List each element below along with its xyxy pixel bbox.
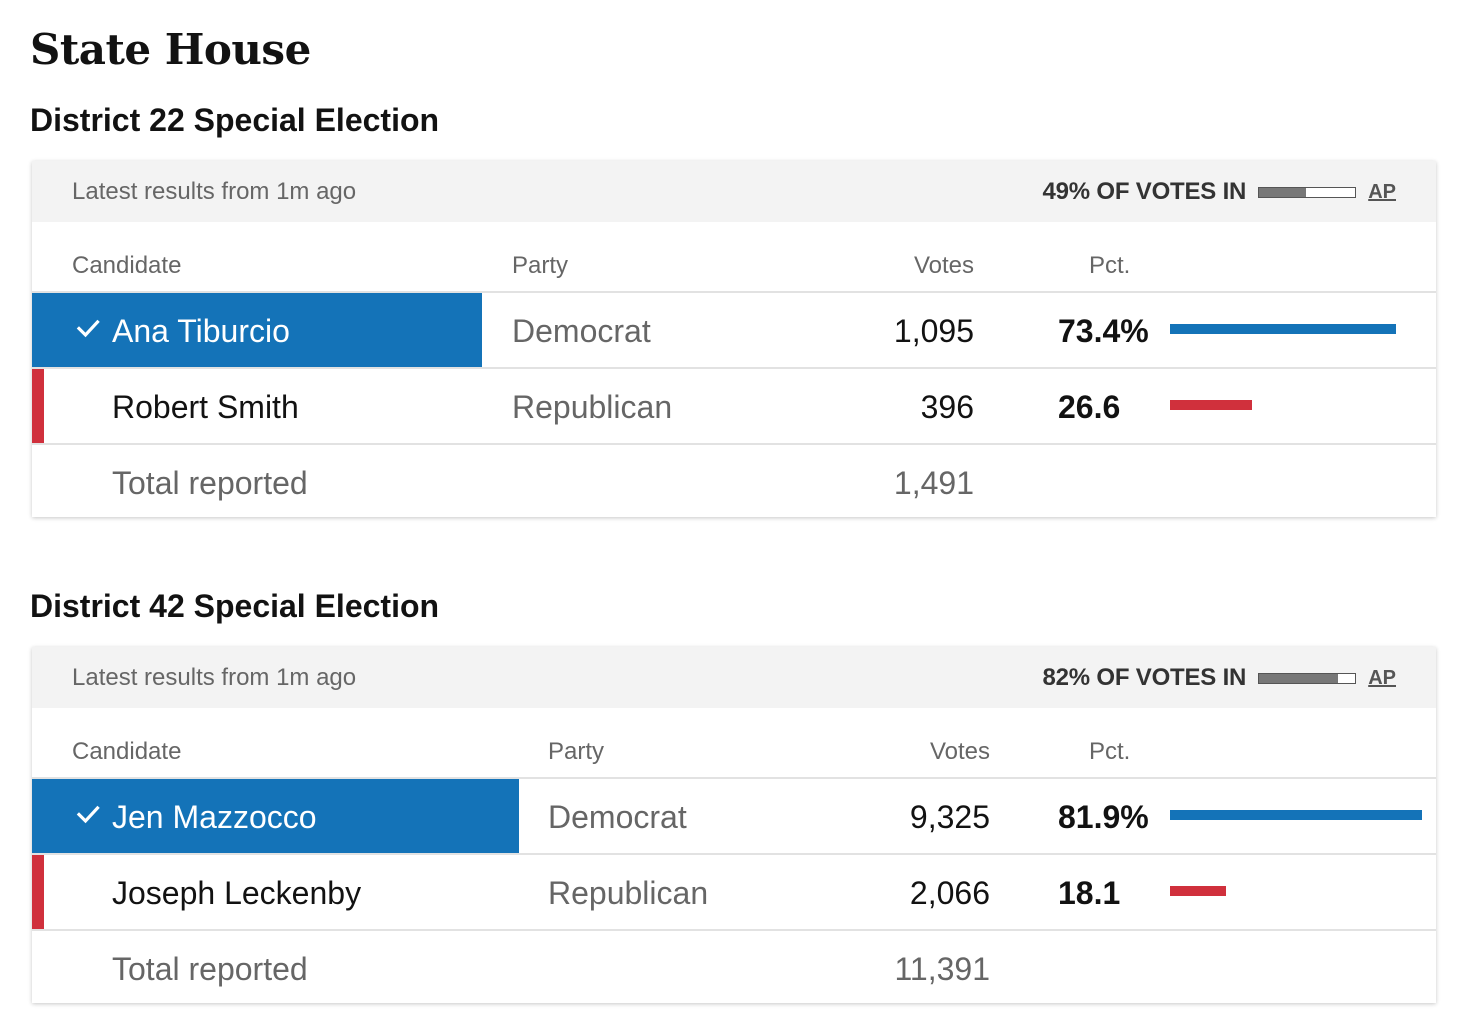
column-header-candidate: Candidate: [72, 252, 182, 279]
candidate-name: Ana Tiburcio: [112, 313, 290, 349]
candidate-votes: 9,325: [909, 799, 990, 835]
winner-highlight: Jen Mazzocco: [32, 779, 519, 853]
race-heading: District 42 Special Election: [30, 588, 440, 624]
column-header-party: Party: [548, 738, 605, 765]
candidate-votes: 2,066: [909, 875, 990, 911]
candidate-row: Jen Mazzocco Democrat 9,325 81.9%: [32, 777, 1436, 855]
reporting-progress-fill: [1259, 673, 1338, 683]
candidate-party: Democrat: [512, 313, 651, 349]
vote-share-bar: [1170, 324, 1396, 334]
race-heading: District 22 Special Election: [30, 102, 440, 138]
column-header-party: Party: [512, 252, 569, 279]
column-header-pct: Pct.: [1089, 738, 1131, 765]
total-label: Total reported: [112, 465, 308, 501]
candidate-row: Ana Tiburcio Democrat 1,095 73.4%: [32, 291, 1436, 369]
candidate-party: Democrat: [548, 799, 687, 835]
last-updated-text: Latest results from 1m ago: [72, 664, 357, 691]
results-header: Latest results from 1m ago 82% OF VOTES …: [32, 647, 1436, 708]
votes-in-label: 49% OF VOTES IN: [1042, 178, 1247, 205]
total-votes: 1,491: [893, 465, 974, 501]
candidate-pct: 26.6: [1058, 389, 1121, 425]
candidate-pct: 18.1: [1058, 875, 1121, 911]
column-header-candidate: Candidate: [72, 738, 182, 765]
column-header-pct: Pct.: [1089, 252, 1131, 279]
candidate-pct: 73.4%: [1058, 313, 1149, 349]
check-icon: [76, 319, 100, 338]
candidate-party: Republican: [512, 389, 673, 425]
winner-highlight: Ana Tiburcio: [32, 293, 482, 367]
candidate-pct: 81.9%: [1058, 799, 1149, 835]
total-row: Total reported 11,391: [32, 929, 1436, 1007]
results-header: Latest results from 1m ago 49% OF VOTES …: [32, 161, 1436, 222]
candidate-name: Robert Smith: [112, 389, 299, 425]
candidate-party: Republican: [548, 875, 709, 911]
column-header-votes: Votes: [929, 738, 990, 765]
reporting-status: 49% OF VOTES IN AP: [1042, 177, 1396, 207]
reporting-status: 82% OF VOTES IN AP: [1042, 663, 1396, 693]
total-row: Total reported 1,491: [32, 443, 1436, 521]
reporting-progress-fill: [1259, 187, 1307, 197]
vote-share-bar: [1170, 400, 1252, 410]
total-votes: 11,391: [894, 951, 991, 987]
column-header-votes: Votes: [913, 252, 974, 279]
candidate-votes: 396: [920, 389, 974, 425]
party-color-stripe: [32, 369, 44, 443]
page-title: State House: [30, 25, 311, 74]
last-updated-text: Latest results from 1m ago: [72, 178, 357, 205]
votes-in-label: 82% OF VOTES IN: [1042, 664, 1247, 691]
total-label: Total reported: [112, 951, 308, 987]
results-table: Latest results from 1m ago 49% OF VOTES …: [32, 161, 1436, 517]
candidate-name: Jen Mazzocco: [112, 799, 317, 835]
vote-share-bar: [1170, 886, 1226, 896]
candidate-votes: 1,095: [893, 313, 974, 349]
reporting-progress-bar: [1258, 672, 1357, 684]
source-link-ap[interactable]: AP: [1368, 666, 1396, 689]
candidate-row: Joseph Leckenby Republican 2,066 18.1: [32, 853, 1436, 931]
check-icon: [76, 805, 100, 824]
party-color-stripe: [32, 855, 44, 929]
candidate-row: Robert Smith Republican 396 26.6: [32, 367, 1436, 445]
candidate-name: Joseph Leckenby: [112, 875, 362, 911]
vote-share-bar: [1170, 810, 1422, 820]
reporting-progress-bar: [1258, 186, 1357, 198]
source-link-ap[interactable]: AP: [1368, 180, 1396, 203]
results-table: Latest results from 1m ago 82% OF VOTES …: [32, 647, 1436, 1003]
